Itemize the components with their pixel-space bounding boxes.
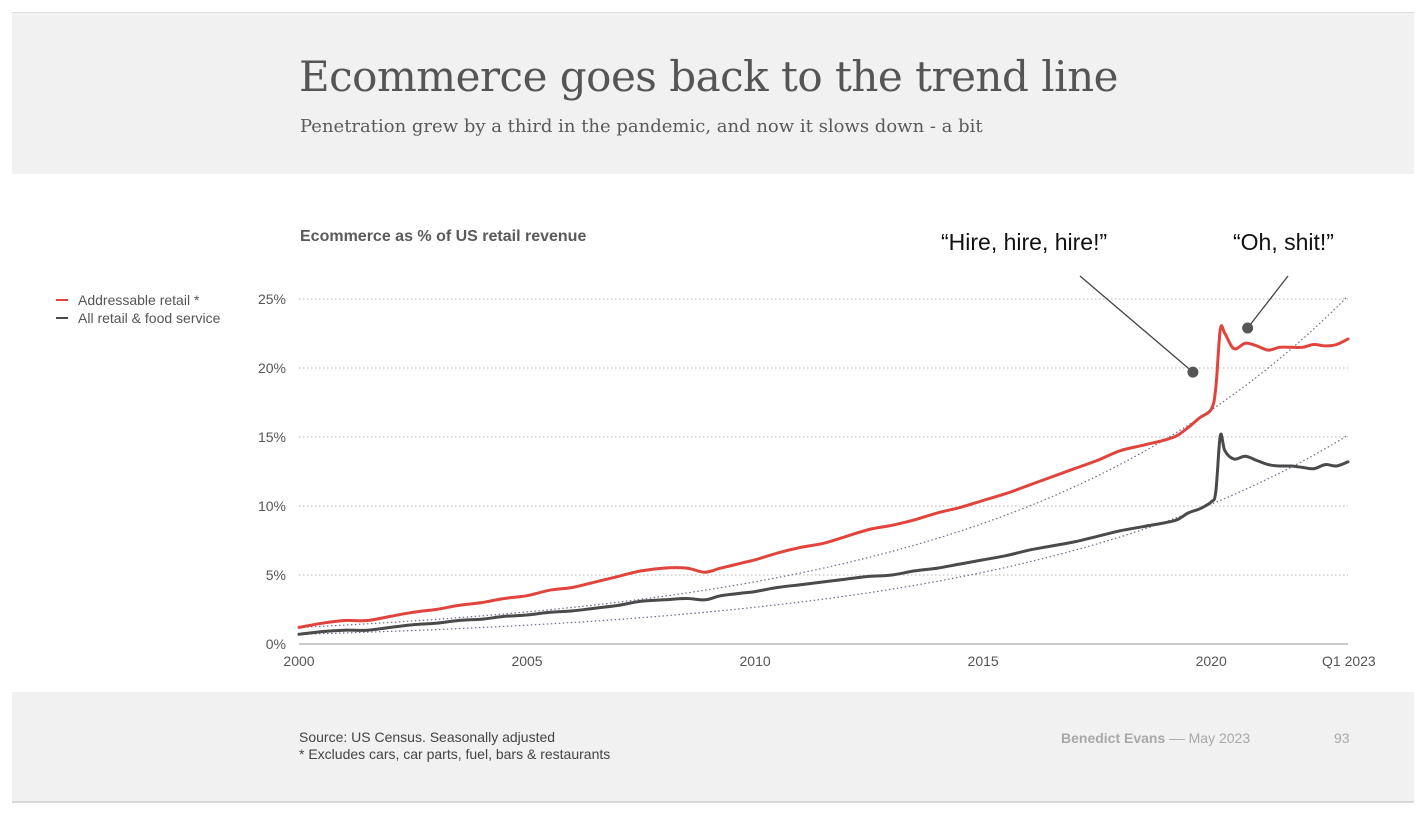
- chart-legend: Addressable retail * All retail & food s…: [56, 291, 220, 327]
- x-tick-label: 2000: [283, 653, 314, 669]
- y-tick-label: 15%: [258, 429, 286, 445]
- y-tick-label: 0%: [266, 636, 286, 652]
- legend-label-all-retail: All retail & food service: [78, 310, 221, 326]
- y-tick-label: 25%: [258, 291, 286, 307]
- callout-hire: “Hire, hire, hire!”: [941, 229, 1108, 255]
- brand-separator: ––: [1165, 730, 1189, 746]
- chart-title: Ecommerce as % of US retail revenue: [300, 228, 587, 245]
- x-tick-label: Q1 2023: [1322, 653, 1376, 669]
- trend-line-1: [298, 434, 1349, 635]
- y-axis-ticks: 0% 5% 10% 15% 20% 25%: [258, 291, 286, 652]
- x-axis-ticks: 2000 2005 2010 2015 2020 Q1 2023: [283, 653, 1376, 669]
- legend-item-all-retail: All retail & food service: [56, 309, 220, 327]
- brand-name: Benedict Evans: [1061, 730, 1166, 746]
- source-note: Source: US Census. Seasonally adjusted *…: [299, 729, 610, 763]
- y-tick-label: 10%: [258, 498, 286, 514]
- annotation-dot-oh: [1242, 322, 1254, 334]
- callout-oh: “Oh, shit!”: [1233, 229, 1334, 255]
- source-line-2: * Excludes cars, car parts, fuel, bars &…: [299, 746, 611, 762]
- annotation-line-hire: [1079, 275, 1194, 373]
- x-tick-label: 2010: [740, 653, 771, 669]
- annotation-pointers: [1079, 275, 1289, 378]
- brand-credit: Benedict Evans –– May 2023: [1061, 730, 1250, 746]
- slide-title: Ecommerce goes back to the trend line: [299, 52, 1118, 101]
- legend-swatch-all-retail: [56, 317, 68, 319]
- series-lines: [297, 324, 1350, 636]
- chart-gridlines: [299, 298, 1348, 645]
- y-tick-label: 20%: [258, 360, 286, 376]
- footer-band: [12, 692, 1414, 803]
- trend-lines: [298, 295, 1349, 635]
- x-tick-label: 2020: [1196, 653, 1227, 669]
- series-line-0: [297, 324, 1350, 629]
- legend-label-addressable: Addressable retail *: [78, 292, 200, 308]
- header-band: [12, 12, 1414, 174]
- trend-line-0: [298, 295, 1349, 628]
- x-tick-label: 2015: [968, 653, 999, 669]
- brand-date: May 2023: [1188, 730, 1251, 746]
- series-line-1: [297, 432, 1350, 636]
- annotation-line-oh: [1247, 275, 1289, 329]
- annotation-dot-hire: [1187, 366, 1199, 378]
- legend-item-addressable: Addressable retail *: [56, 291, 220, 309]
- source-line-1: Source: US Census. Seasonally adjusted: [299, 729, 556, 745]
- x-tick-label: 2005: [511, 653, 542, 669]
- slide-subtitle: Penetration grew by a third in the pande…: [300, 116, 983, 137]
- y-tick-label: 5%: [266, 567, 286, 583]
- legend-swatch-addressable: [56, 299, 68, 301]
- page-number: 93: [1334, 730, 1350, 746]
